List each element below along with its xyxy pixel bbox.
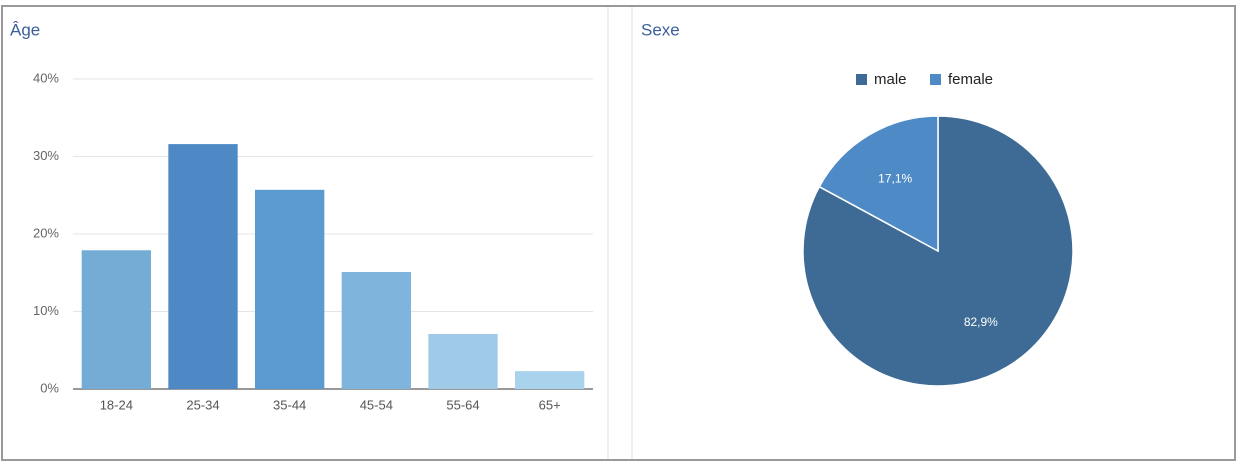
bar xyxy=(81,250,151,389)
x-tick-label: 55-64 xyxy=(446,397,479,412)
y-tick-label: 40% xyxy=(33,70,59,85)
x-tick-label: 25-34 xyxy=(186,397,219,412)
pie-slice xyxy=(818,115,939,253)
x-tick-label: 65+ xyxy=(539,397,561,412)
bar xyxy=(168,144,238,389)
y-tick-label: 20% xyxy=(33,225,59,240)
legend-label: female xyxy=(948,71,993,88)
x-tick-label: 45-54 xyxy=(360,397,393,412)
bar xyxy=(255,189,325,389)
data-label: 82,9% xyxy=(964,315,998,329)
bar xyxy=(341,271,411,389)
y-tick-label: 30% xyxy=(33,148,59,163)
y-tick-label: 10% xyxy=(33,303,59,318)
chart-title: Sexe xyxy=(641,20,680,39)
legend-swatch xyxy=(930,74,941,85)
legend-label: male xyxy=(874,71,907,88)
x-tick-label: 35-44 xyxy=(273,397,306,412)
bar xyxy=(428,333,498,389)
x-tick-label: 18-24 xyxy=(100,397,133,412)
data-label: 17,1% xyxy=(878,171,912,185)
y-tick-label: 0% xyxy=(40,380,59,395)
legend-swatch xyxy=(856,74,867,85)
bar xyxy=(515,371,585,389)
chart-title: Âge xyxy=(10,20,40,39)
